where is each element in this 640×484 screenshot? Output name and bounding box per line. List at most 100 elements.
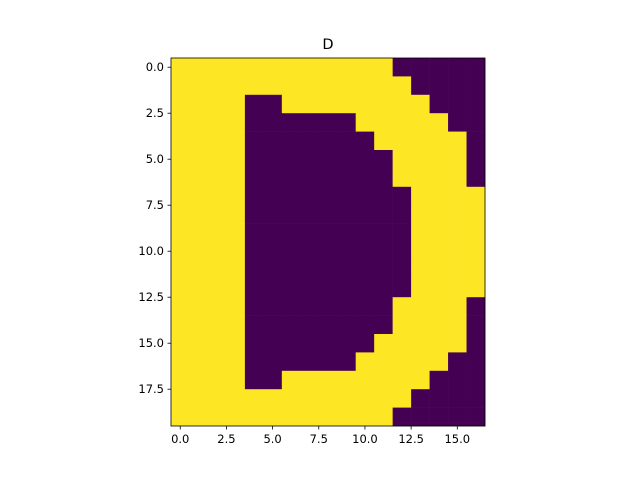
heatmap-cell (374, 223, 393, 243)
heatmap-cell (171, 76, 190, 96)
heatmap-cell (429, 407, 449, 427)
heatmap-cell (374, 315, 393, 335)
heatmap-cell (448, 407, 467, 427)
heatmap-cell (392, 186, 412, 206)
heatmap-cell (374, 131, 393, 151)
heatmap-cell (318, 297, 338, 316)
heatmap-cell (411, 131, 430, 151)
heatmap-cell (466, 113, 486, 132)
heatmap-cell (318, 407, 338, 427)
heatmap-cell (281, 370, 301, 390)
heatmap-cell (171, 278, 190, 298)
heatmap-cell (207, 223, 227, 243)
heatmap-cell (300, 242, 320, 261)
heatmap-cell (281, 223, 301, 243)
heatmap-cell (226, 352, 246, 372)
y-tick-label: 12.5 (138, 290, 164, 304)
heatmap-cell (263, 407, 283, 427)
heatmap-cell (171, 94, 190, 114)
heatmap-cell (466, 58, 486, 77)
heatmap-cell (392, 260, 412, 280)
heatmap-cell (207, 389, 227, 408)
heatmap-cell (355, 278, 375, 298)
heatmap-cell (171, 315, 190, 335)
heatmap-cell (300, 58, 320, 77)
heatmap-cell (374, 113, 393, 132)
heatmap-cell (189, 131, 209, 151)
heatmap-cell (207, 94, 227, 114)
heatmap-cell (281, 242, 301, 261)
heatmap-cell (226, 370, 246, 390)
heatmap-cell (466, 131, 486, 151)
heatmap-cell (466, 205, 486, 224)
heatmap-cell (411, 242, 430, 261)
heatmap-cell (466, 150, 486, 169)
heatmap-cell (355, 334, 375, 353)
heatmap-cell (189, 389, 209, 408)
heatmap-cell (355, 242, 375, 261)
heatmap-cell (337, 205, 357, 224)
heatmap-cell (318, 260, 338, 280)
y-axis: 0.0 2.5 5.0 7.5 10.0 12.5 15.0 17.5 (138, 60, 171, 396)
heatmap-cell (411, 389, 430, 408)
heatmap-cell (318, 131, 338, 151)
heatmap-cell (171, 223, 190, 243)
heatmap-cell (281, 315, 301, 335)
heatmap-cell (171, 370, 190, 390)
heatmap-cell (392, 205, 412, 224)
heatmap-cell (171, 352, 190, 372)
heatmap-cell (207, 370, 227, 390)
heatmap-cell (448, 205, 467, 224)
heatmap-cell (429, 260, 449, 280)
heatmap-cell (171, 334, 190, 353)
heatmap-cell (189, 242, 209, 261)
x-tick-label: 7.5 (310, 432, 328, 446)
heatmap-cell (429, 315, 449, 335)
heatmap-cell (207, 260, 227, 280)
heatmap-cell (226, 407, 246, 427)
heatmap-cell (226, 150, 246, 169)
heatmap-cell (448, 297, 467, 316)
heatmap-cell (281, 205, 301, 224)
heatmap-cell (374, 150, 393, 169)
heatmap-cell (448, 370, 467, 390)
heatmap-cell (207, 150, 227, 169)
heatmap-cell (300, 370, 320, 390)
heatmap-cell (374, 278, 393, 298)
heatmap-cell (189, 407, 209, 427)
heatmap-cell (448, 334, 467, 353)
heatmap-cell (244, 389, 264, 408)
heatmap-cell (411, 150, 430, 169)
heatmap-cell (226, 131, 246, 151)
heatmap-cell (263, 389, 283, 408)
heatmap-cell (374, 389, 393, 408)
heatmap-cell (429, 76, 449, 96)
heatmap-cell (281, 278, 301, 298)
heatmap-cell (207, 278, 227, 298)
heatmap-cell (448, 131, 467, 151)
heatmap-cell (466, 352, 486, 372)
heatmap-cell (244, 334, 264, 353)
heatmap-cell (263, 297, 283, 316)
heatmap-cell (244, 223, 264, 243)
heatmap-cell (392, 168, 412, 188)
heatmap-cell (429, 242, 449, 261)
x-tick-label: 10.0 (352, 432, 378, 446)
heatmap-cell (318, 58, 338, 77)
heatmap-cell (374, 168, 393, 188)
heatmap-cell (189, 186, 209, 206)
heatmap-cell (171, 113, 190, 132)
heatmap-cell (318, 352, 338, 372)
heatmap-cell (466, 370, 486, 390)
heatmap-cell (207, 242, 227, 261)
heatmap-cell (466, 334, 486, 353)
heatmap-cell (355, 352, 375, 372)
heatmap-cell (466, 407, 486, 427)
heatmap-cell (263, 168, 283, 188)
heatmap-cell (429, 223, 449, 243)
heatmap-cell (355, 205, 375, 224)
heatmap-cell (189, 370, 209, 390)
heatmap-cell (337, 278, 357, 298)
y-tick-label: 7.5 (146, 198, 164, 212)
